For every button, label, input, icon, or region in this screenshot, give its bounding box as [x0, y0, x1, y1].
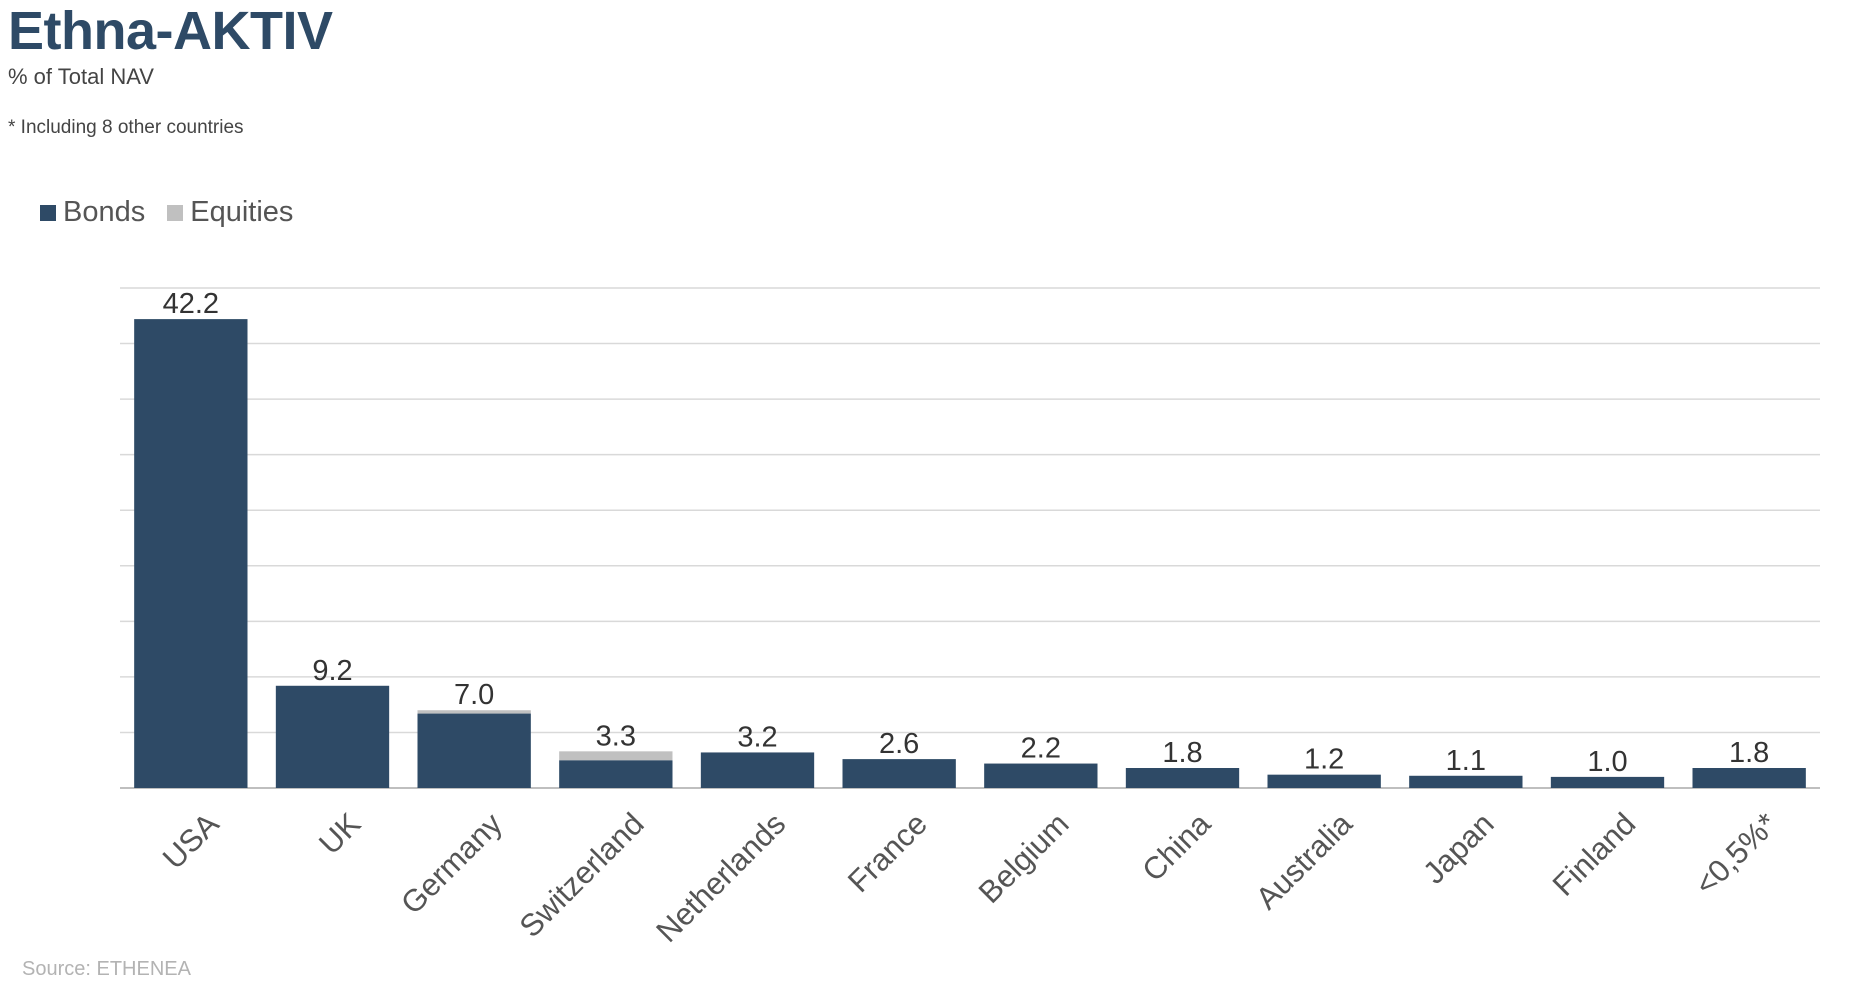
legend-label-bonds: Bonds [63, 196, 146, 228]
data-label-9: 1.1 [1446, 745, 1486, 777]
x-tick-label-4: Netherlands [649, 806, 792, 949]
data-label-7: 1.8 [1162, 737, 1202, 769]
legend-item-bonds: Bonds [40, 196, 145, 229]
x-tick-label-3: Switzerland [513, 806, 651, 944]
bar-bonds-9 [1409, 775, 1523, 788]
bar-bonds-8 [1267, 774, 1381, 788]
data-label-3: 3.3 [596, 720, 636, 752]
data-label-6: 2.2 [1021, 733, 1061, 765]
data-label-10: 1.0 [1587, 746, 1627, 778]
bar-equities-2 [417, 710, 531, 714]
data-label-5: 2.6 [879, 728, 919, 760]
x-tick-label-6: Belgium [972, 806, 1076, 910]
bar-bonds-11 [1692, 768, 1806, 788]
legend: Bonds Equities [40, 196, 315, 229]
footnote: * Including 8 other countries [8, 117, 244, 138]
data-labels: 42.2 9.2 7.0 3.3 3.2 2.6 2.2 1.8 1.2 1.1 1.0 1.8 [163, 288, 1770, 778]
x-tick-label-9: Japan [1416, 806, 1500, 890]
legend-label-equities: Equities [190, 196, 294, 228]
bar-bonds-4 [700, 752, 815, 788]
bar-bonds-10 [1550, 776, 1665, 788]
data-label-4: 3.2 [737, 721, 777, 753]
x-tick-label-5: France [841, 806, 934, 899]
x-tick-label-1: UK [312, 806, 367, 861]
x-tick-label-0: USA [156, 806, 226, 876]
data-label-0: 42.2 [163, 288, 219, 320]
legend-swatch-equities [167, 204, 184, 221]
chart-subtitle: % of Total NAV [8, 64, 154, 89]
data-label-1: 9.2 [312, 655, 352, 687]
source-note: Source: ETHENEA [22, 958, 191, 980]
legend-swatch-bonds [40, 204, 56, 221]
data-label-2: 7.0 [454, 679, 494, 711]
x-tick-label-8: Australia [1249, 806, 1360, 917]
bars [134, 319, 1806, 788]
bar-bonds-6 [984, 763, 1098, 788]
legend-item-equities: Equities [167, 196, 293, 229]
bar-bonds-7 [1125, 768, 1240, 788]
bar-bonds-2 [417, 713, 531, 788]
gridlines [120, 287, 1820, 789]
data-label-8: 1.2 [1304, 744, 1344, 776]
bar-bonds-1 [275, 685, 390, 788]
bar-bonds-5 [842, 759, 956, 788]
x-tick-label-10: Finland [1546, 806, 1643, 903]
bar-equities-3 [559, 751, 673, 761]
x-tick-label-11: <0,5%* [1688, 806, 1784, 902]
x-tick-label-7: China [1135, 806, 1218, 889]
chart-title: Ethna-AKTIV [8, 1, 333, 61]
bar-bonds-3 [559, 760, 673, 788]
x-tick-label-2: Germany [394, 806, 509, 921]
bar-bonds-0 [134, 319, 248, 788]
data-label-11: 1.8 [1729, 737, 1769, 769]
